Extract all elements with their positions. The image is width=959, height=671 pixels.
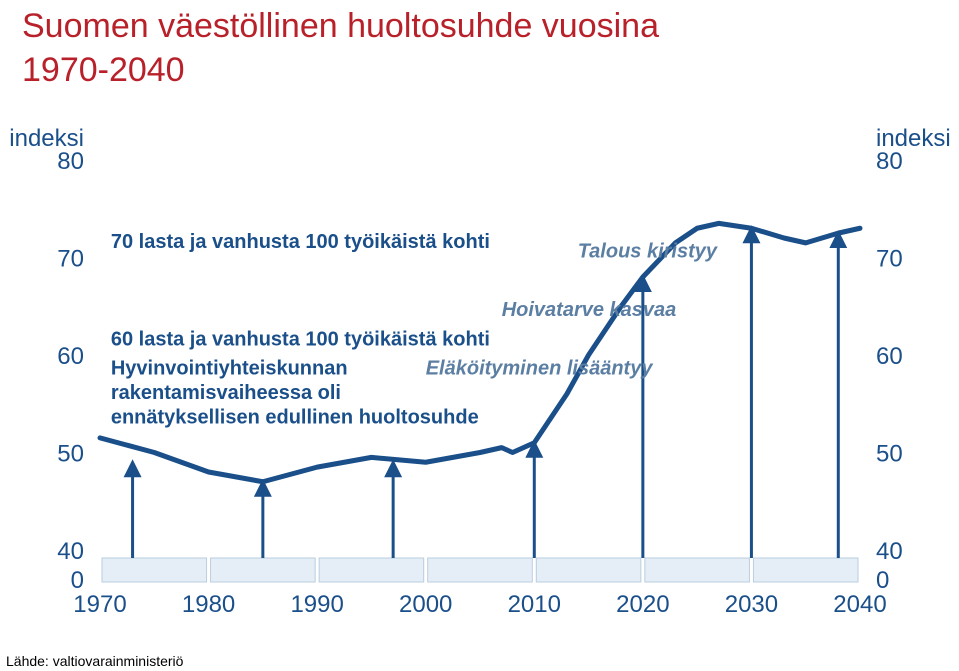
source-label: Lähde: valtiovarainministeriö: [6, 653, 183, 669]
annotation: Eläköityminen lisääntyy: [426, 358, 654, 380]
y-tick-right: 50: [876, 441, 903, 468]
x-tick: 1990: [290, 591, 343, 618]
x-tick: 1980: [182, 591, 235, 618]
title-line-2: 1970-2040: [22, 51, 185, 89]
y-tick-left: 60: [57, 343, 84, 370]
annotation: 70 lasta ja vanhusta 100 työikäistä koht…: [111, 231, 490, 253]
chart-container: 40 40 50 50 60 60 70 70 80 80 0 0 indeksi indeksi 1970…: [0, 120, 959, 650]
y-tick-right: 40: [876, 538, 903, 565]
annotation: Talous kiristyy: [578, 241, 718, 263]
y-zero-right: 0: [876, 567, 889, 594]
x-tick: 2040: [833, 591, 886, 618]
x-tick: 1970: [73, 591, 126, 618]
y-tick-left: 40: [57, 538, 84, 565]
dependency-ratio-chart: 40 40 50 50 60 60 70 70 80 80 0 0 indeksi indeksi 1970…: [0, 120, 959, 640]
y-tick-right: 70: [876, 246, 903, 273]
x-band: [536, 558, 641, 582]
x-band: [102, 558, 207, 582]
x-band: [428, 558, 533, 582]
x-band: [211, 558, 316, 582]
axis-title-left: indeksi: [9, 125, 84, 152]
x-tick: 2010: [508, 591, 561, 618]
chart-title: Suomen väestöllinen huoltosuhde vuosina …: [22, 4, 659, 92]
annotation: ennätyksellisen edullinen huoltosuhde: [111, 406, 479, 428]
y-tick-left: 80: [57, 148, 84, 175]
x-tick: 2020: [616, 591, 669, 618]
x-tick: 2000: [399, 591, 452, 618]
y-tick-left: 50: [57, 441, 84, 468]
x-band: [319, 558, 424, 582]
title-line-1: Suomen väestöllinen huoltosuhde vuosina: [22, 7, 659, 45]
annotation: 60 lasta ja vanhusta 100 työikäistä koht…: [111, 328, 490, 350]
y-tick-right: 60: [876, 343, 903, 370]
series-line: [100, 223, 860, 481]
y-tick-right: 80: [876, 148, 903, 175]
annotation: Hyvinvointiyhteiskunnan: [111, 358, 348, 380]
y-tick-left: 70: [57, 246, 84, 273]
annotation: rakentamisvaiheessa oli: [111, 382, 341, 404]
x-band: [645, 558, 750, 582]
y-zero-left: 0: [71, 567, 84, 594]
x-tick: 2030: [725, 591, 778, 618]
axis-title-right: indeksi: [876, 125, 951, 152]
x-band: [753, 558, 858, 582]
annotation: Hoivatarve kasvaa: [502, 299, 677, 321]
